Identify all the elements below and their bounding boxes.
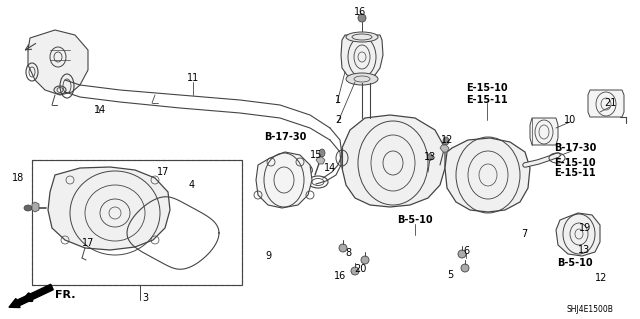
Ellipse shape [428, 153, 433, 160]
Polygon shape [556, 213, 600, 256]
Text: 13: 13 [424, 152, 436, 162]
Polygon shape [341, 35, 383, 78]
Polygon shape [588, 90, 624, 117]
Ellipse shape [319, 149, 325, 157]
Text: FR.: FR. [55, 290, 76, 300]
Polygon shape [316, 157, 325, 164]
Text: 6: 6 [463, 246, 469, 256]
Text: 2: 2 [335, 115, 341, 125]
Text: 16: 16 [334, 271, 346, 281]
Text: 15: 15 [310, 150, 322, 160]
Polygon shape [256, 152, 312, 208]
Ellipse shape [351, 267, 359, 275]
Bar [32, 160, 242, 285]
Text: 19: 19 [579, 223, 591, 233]
Ellipse shape [358, 14, 366, 22]
Text: 10: 10 [564, 115, 576, 125]
Text: 4: 4 [189, 180, 195, 190]
Text: 21: 21 [604, 98, 616, 108]
Text: E-15-10: E-15-10 [466, 83, 508, 93]
Text: B-17-30: B-17-30 [554, 143, 596, 153]
Text: 8: 8 [345, 248, 351, 258]
Text: 7: 7 [521, 229, 527, 239]
Polygon shape [342, 115, 445, 207]
Text: E-15-11: E-15-11 [554, 168, 596, 178]
Text: B-17-30: B-17-30 [264, 132, 306, 142]
Text: 12: 12 [441, 135, 453, 145]
Text: 9: 9 [265, 251, 271, 261]
Ellipse shape [461, 264, 469, 272]
Text: 18: 18 [12, 173, 24, 183]
Text: 16: 16 [354, 7, 366, 17]
Ellipse shape [443, 137, 449, 145]
Text: B-5-10: B-5-10 [557, 258, 593, 268]
Ellipse shape [346, 73, 378, 85]
Text: 3: 3 [142, 293, 148, 303]
Text: 13: 13 [578, 245, 590, 255]
Polygon shape [32, 202, 39, 212]
Polygon shape [445, 138, 530, 212]
Text: 14: 14 [324, 163, 336, 173]
Ellipse shape [339, 244, 347, 252]
Text: E-15-11: E-15-11 [466, 95, 508, 105]
Ellipse shape [346, 32, 378, 42]
Ellipse shape [458, 250, 466, 258]
Polygon shape [28, 30, 88, 95]
Text: 14: 14 [94, 105, 106, 115]
Text: 20: 20 [354, 264, 366, 274]
Text: SHJ4E1500B: SHJ4E1500B [566, 306, 613, 315]
Polygon shape [530, 118, 558, 145]
Bar [32, 160, 242, 285]
Text: 17: 17 [82, 238, 94, 248]
Text: 17: 17 [157, 167, 169, 177]
Text: 11: 11 [187, 73, 199, 83]
Polygon shape [440, 145, 449, 152]
Text: 12: 12 [595, 273, 607, 283]
Ellipse shape [24, 205, 32, 211]
Text: 5: 5 [447, 270, 453, 280]
Text: E-15-10: E-15-10 [554, 158, 596, 168]
Ellipse shape [361, 256, 369, 264]
FancyArrow shape [9, 284, 53, 308]
Polygon shape [48, 167, 170, 250]
Text: 1: 1 [335, 95, 341, 105]
Text: B-5-10: B-5-10 [397, 215, 433, 225]
